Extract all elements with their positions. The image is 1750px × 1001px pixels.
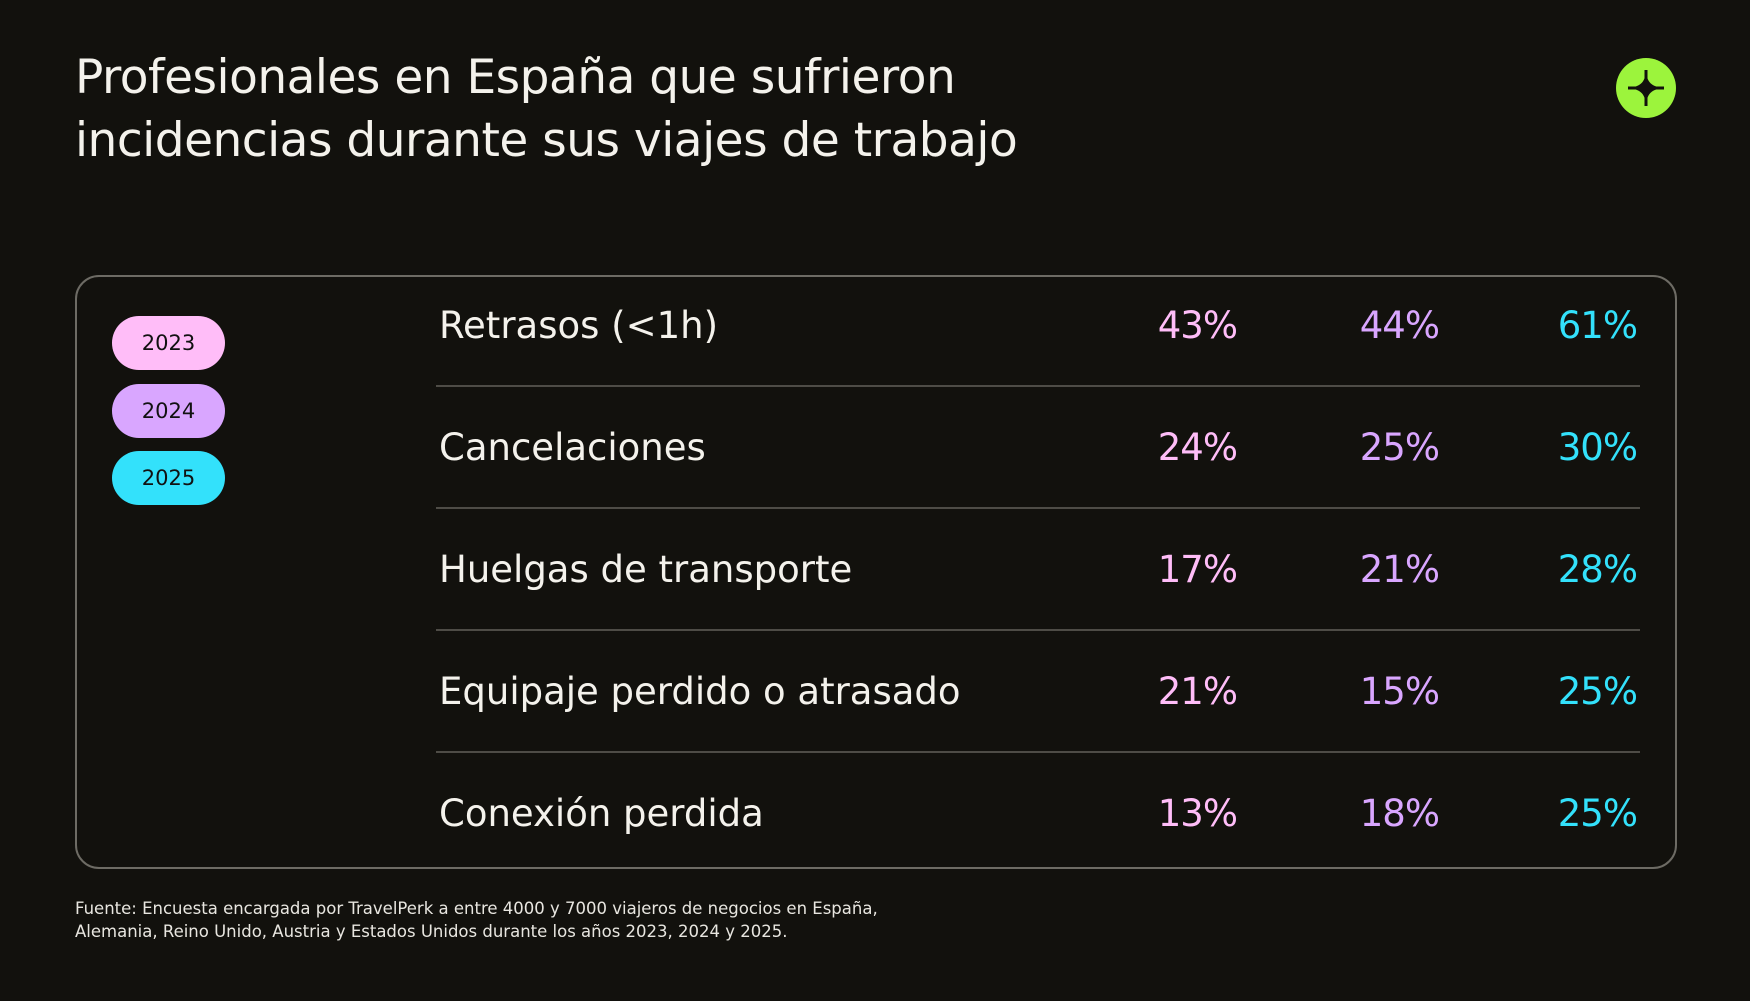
legend-2025: 2025 <box>112 451 225 505</box>
title-line-1: Profesionales en España que sufrieron <box>75 50 956 105</box>
value-2024: 15% <box>1359 670 1440 713</box>
source-line-2: Alemania, Reino Unido, Austria y Estados… <box>75 922 788 941</box>
value-2025: 30% <box>1557 426 1638 469</box>
value-2025: 25% <box>1557 670 1638 713</box>
table-row: Huelgas de transporte 17% 21% 28% <box>436 509 1640 631</box>
value-2025: 25% <box>1557 792 1638 835</box>
value-2025: 28% <box>1557 548 1638 591</box>
source-line-1: Fuente: Encuesta encargada por TravelPer… <box>75 899 878 918</box>
value-2023: 13% <box>1157 792 1238 835</box>
row-divider <box>436 629 1640 631</box>
page-title: Profesionales en España que sufrieron in… <box>75 46 1018 172</box>
value-2023: 24% <box>1157 426 1238 469</box>
legend-2024: 2024 <box>112 384 225 438</box>
row-label: Equipaje perdido o atrasado <box>439 670 961 713</box>
row-divider <box>436 507 1640 509</box>
row-label: Retrasos (<1h) <box>439 304 719 347</box>
value-2025: 61% <box>1557 304 1638 347</box>
source-note: Fuente: Encuesta encargada por TravelPer… <box>75 897 878 943</box>
table-row: Cancelaciones 24% 25% 30% <box>436 387 1640 509</box>
data-table-card <box>75 275 1677 869</box>
row-divider <box>436 385 1640 387</box>
legend-2023: 2023 <box>112 316 225 370</box>
plus-icon <box>1616 58 1676 118</box>
table-row: Conexión perdida 13% 18% 25% <box>436 753 1640 875</box>
value-2024: 21% <box>1359 548 1440 591</box>
value-2024: 25% <box>1359 426 1440 469</box>
table-row: Retrasos (<1h) 43% 44% 61% <box>436 265 1640 387</box>
value-2023: 17% <box>1157 548 1238 591</box>
value-2024: 18% <box>1359 792 1440 835</box>
row-label: Conexión perdida <box>439 792 764 835</box>
title-line-2: incidencias durante sus viajes de trabaj… <box>75 113 1018 168</box>
value-2023: 43% <box>1157 304 1238 347</box>
value-2023: 21% <box>1157 670 1238 713</box>
value-2024: 44% <box>1359 304 1440 347</box>
row-divider <box>436 751 1640 753</box>
row-label: Huelgas de transporte <box>439 548 853 591</box>
row-label: Cancelaciones <box>439 426 706 469</box>
table-row: Equipaje perdido o atrasado 21% 15% 25% <box>436 631 1640 753</box>
